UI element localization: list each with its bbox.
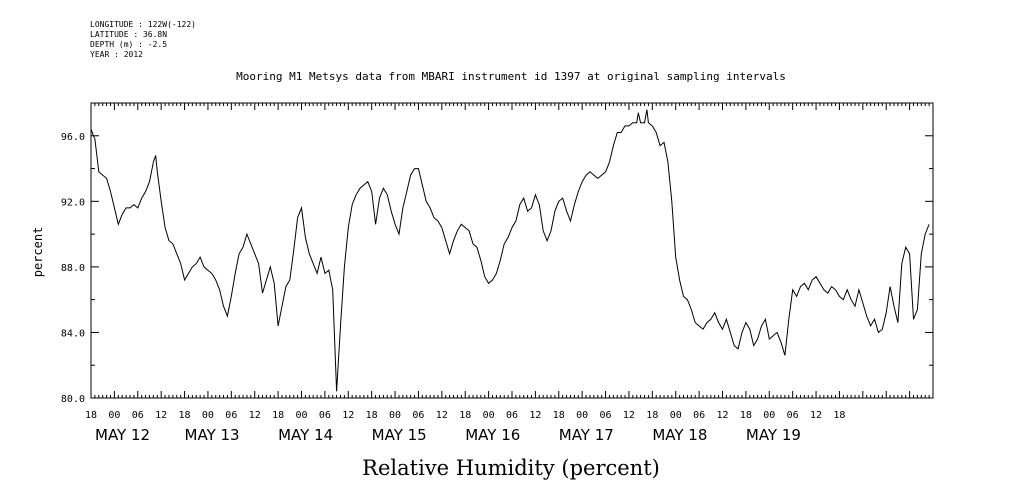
x-tick-label: 00 (483, 410, 495, 421)
date-label: MAY 13 (185, 426, 240, 444)
x-tick-label: 12 (436, 410, 448, 421)
humidity-series-line (90, 109, 930, 392)
year-label: YEAR : 2012 (90, 50, 143, 59)
x-tick-label: 18 (179, 410, 191, 421)
x-axis-label: Relative Humidity (percent) (362, 456, 660, 480)
x-tick-label: 06 (600, 410, 612, 421)
latitude-label: LATITUDE : 36.8N (90, 30, 168, 39)
x-tick-label: 00 (670, 410, 682, 421)
x-tick-label: 18 (366, 410, 378, 421)
x-tick-label: 18 (833, 410, 845, 421)
x-tick-label: 12 (529, 410, 541, 421)
x-tick-label: 12 (249, 410, 261, 421)
axis-ticks (90, 102, 934, 399)
date-label: MAY 16 (465, 426, 520, 444)
x-tick-label: 06 (412, 410, 424, 421)
x-tick-label: 12 (342, 410, 354, 421)
date-label: MAY 15 (372, 426, 427, 444)
metadata-block: LONGITUDE : 122W(-122) LATITUDE : 36.8N … (90, 20, 196, 60)
x-tick-label: 06 (787, 410, 799, 421)
plot-frame (90, 102, 934, 399)
y-tick-label: 84.0 (61, 328, 85, 339)
x-tick-label: 12 (623, 410, 635, 421)
x-tick-label: 12 (155, 410, 167, 421)
x-tick-label: 18 (459, 410, 471, 421)
y-tick-label: 80.0 (61, 394, 85, 405)
x-tick-label: 06 (319, 410, 331, 421)
x-tick-label: 06 (132, 410, 144, 421)
x-tick-labels: 18 00 06 12 18 00 06 12 18 00 06 12 18 00 06 12 18 00 06 12… (85, 410, 845, 421)
longitude-label: LONGITUDE : 122W(-122) (90, 20, 196, 29)
x-tick-label: 18 (740, 410, 752, 421)
x-tick-label: 00 (202, 410, 214, 421)
x-tick-label: 18 (85, 410, 97, 421)
x-tick-label: 00 (108, 410, 120, 421)
date-label: MAY 18 (652, 426, 707, 444)
x-tick-label: 12 (810, 410, 822, 421)
x-tick-label: 12 (716, 410, 728, 421)
date-label: MAY 17 (559, 426, 614, 444)
y-tick-label: 88.0 (61, 263, 85, 274)
y-axis-label: percent (31, 227, 45, 278)
y-tick-labels: 80.0 84.0 88.0 92.0 96.0 (61, 132, 85, 405)
x-tick-label: 06 (225, 410, 237, 421)
date-label: MAY 12 (95, 426, 150, 444)
x-tick-label: 18 (553, 410, 565, 421)
x-tick-label: 06 (693, 410, 705, 421)
x-tick-label: 00 (295, 410, 307, 421)
y-tick-label: 96.0 (61, 132, 85, 143)
date-labels: MAY 12 MAY 13 MAY 14 MAY 15 MAY 16 MAY 17 MAY … (95, 426, 801, 444)
x-tick-label: 18 (272, 410, 284, 421)
y-tick-label: 92.0 (61, 197, 85, 208)
date-label: MAY 14 (278, 426, 333, 444)
depth-label: DEPTH (m) : -2.5 (90, 40, 168, 49)
x-tick-label: 00 (576, 410, 588, 421)
x-tick-label: 06 (506, 410, 518, 421)
date-label: MAY 19 (746, 426, 801, 444)
chart-title: Mooring M1 Metsys data from MBARI instru… (236, 70, 786, 83)
x-tick-label: 00 (763, 410, 775, 421)
x-tick-label: 18 (646, 410, 658, 421)
x-tick-label: 00 (389, 410, 401, 421)
